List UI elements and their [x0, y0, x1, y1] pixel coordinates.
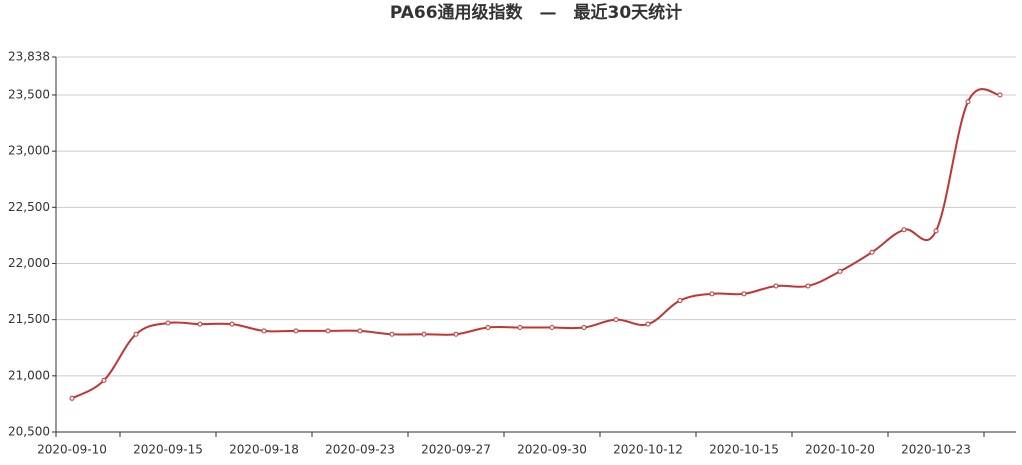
y-tick-label: 23,838	[8, 50, 50, 64]
point	[805, 283, 811, 289]
x-tick-label: 2020-10-20	[805, 443, 875, 457]
point	[229, 321, 235, 327]
y-tick-label: 23,000	[8, 144, 50, 158]
x-tick-label: 2020-10-12	[613, 443, 683, 457]
point	[773, 283, 779, 289]
chart-title: PA66通用级指数 — 最近30天统计	[390, 2, 682, 23]
point	[709, 291, 715, 297]
point	[389, 331, 395, 337]
point	[965, 99, 971, 105]
point	[549, 325, 555, 331]
point	[869, 249, 875, 255]
point	[933, 228, 939, 234]
x-tick-label: 2020-09-30	[517, 443, 587, 457]
y-tick-label: 23,500	[8, 87, 50, 101]
point	[581, 325, 587, 331]
y-tick-label: 20,500	[8, 425, 50, 439]
x-tick-label: 2020-10-23	[901, 443, 971, 457]
x-tick-label: 2020-09-23	[325, 443, 395, 457]
y-tick-label: 22,000	[8, 256, 50, 270]
point	[837, 268, 843, 274]
point	[357, 328, 363, 334]
point	[133, 331, 139, 337]
y-tick-label: 21,000	[8, 368, 50, 382]
point	[101, 377, 107, 383]
point	[325, 328, 331, 334]
x-tick-label: 2020-09-27	[421, 443, 491, 457]
point	[165, 320, 171, 326]
point	[453, 331, 459, 337]
point	[645, 321, 651, 327]
point	[901, 227, 907, 233]
x-tick-label: 2020-09-15	[133, 443, 203, 457]
point	[421, 331, 427, 337]
x-tick-label: 2020-09-18	[229, 443, 299, 457]
point	[997, 92, 1003, 98]
point	[69, 395, 75, 401]
point	[517, 325, 523, 331]
point	[485, 325, 491, 331]
y-tick-label: 21,500	[8, 312, 50, 326]
x-tick-label: 2020-10-15	[709, 443, 779, 457]
point	[613, 317, 619, 323]
point	[677, 298, 683, 304]
point	[261, 328, 267, 334]
line	[71, 88, 1001, 400]
point	[741, 291, 747, 297]
point	[197, 321, 203, 327]
y-tick-label: 22,500	[8, 200, 50, 214]
x-tick-label: 2020-09-10	[37, 443, 107, 457]
point	[293, 328, 299, 334]
